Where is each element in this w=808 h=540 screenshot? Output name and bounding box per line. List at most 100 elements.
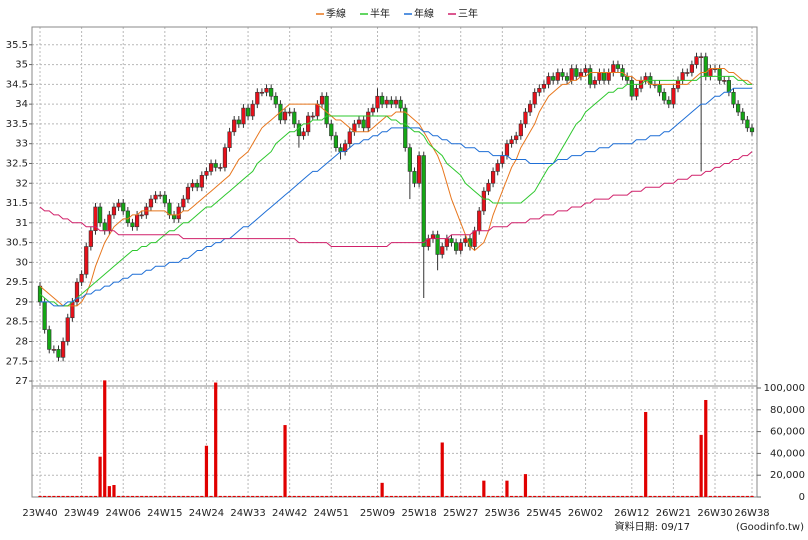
ma-line (39, 68, 753, 307)
volume-bar (140, 495, 144, 497)
volume-bar (644, 411, 648, 497)
candle-body (393, 99, 399, 105)
candle-body (107, 214, 112, 232)
candle-body (731, 91, 736, 105)
volume-bar (718, 495, 722, 497)
candle-body (509, 139, 514, 144)
candle-body (615, 64, 621, 69)
candle-body (472, 230, 477, 247)
x-tick-label: 24W42 (272, 508, 307, 519)
volume-bar (593, 495, 597, 497)
volume-bar (93, 495, 98, 497)
volume-bar (736, 495, 740, 497)
volume-bar (611, 495, 615, 497)
volume-bar (278, 495, 283, 497)
volume-bar (722, 495, 726, 497)
x-tick-label: 26W30 (697, 508, 732, 519)
volume-bar (546, 495, 551, 497)
candle-body (680, 72, 685, 81)
candle-body (592, 80, 597, 85)
candle-body (643, 76, 648, 81)
candle-body (56, 349, 61, 358)
x-tick-label: 25W18 (401, 508, 436, 519)
x-tick-label: 26W21 (656, 508, 691, 519)
candle-body (213, 163, 218, 168)
volume-bar (107, 486, 111, 497)
candle-body (361, 119, 366, 129)
candle-body (384, 99, 389, 105)
volume-bar (482, 480, 486, 497)
volume-bar (685, 495, 689, 497)
candle-body (671, 88, 676, 105)
candle-body (666, 99, 671, 105)
volume-bar (116, 495, 121, 497)
volume-bar (745, 495, 749, 497)
candle-body (61, 341, 66, 358)
candle-body (153, 194, 158, 200)
candle-body (736, 103, 741, 113)
x-tick-label: 23W49 (64, 508, 99, 519)
volume-bar (694, 495, 699, 497)
volume-tick-label: 0 (799, 492, 805, 503)
volume-bar (338, 495, 343, 497)
volume-bar (440, 442, 444, 497)
y-tick-label: 31 (15, 218, 28, 229)
volume-bar (667, 495, 671, 497)
volume-bar (283, 425, 287, 497)
candle-body (171, 214, 177, 220)
volume-bar (607, 495, 611, 497)
y-tick-label: 32 (15, 178, 28, 189)
y-tick-label: 34 (15, 99, 28, 110)
candle-body (116, 202, 121, 208)
volume-bar (172, 495, 176, 497)
volume-bar (89, 495, 93, 497)
x-tick-label: 23W40 (22, 508, 57, 519)
y-tick-label: 30 (15, 257, 28, 268)
candle-body (463, 238, 468, 243)
volume-bar (551, 495, 555, 497)
y-tick-label: 34.5 (6, 79, 28, 90)
x-tick-label: 25W27 (443, 508, 478, 519)
volume-bar (204, 445, 209, 497)
volume-bar (343, 495, 347, 497)
volume-bar (301, 495, 306, 497)
candle-body (518, 123, 523, 137)
candle-body (134, 214, 140, 228)
volume-bar (348, 495, 352, 497)
candle-body (269, 88, 274, 97)
candle-body (527, 103, 533, 113)
legend-label: 季線 (326, 7, 346, 20)
candle-body (454, 242, 459, 251)
candle-body (292, 111, 297, 125)
candle-body (717, 68, 722, 81)
candle-body (514, 135, 519, 141)
candle-body (93, 206, 98, 232)
volume-bar (306, 495, 310, 497)
volume-bar (468, 495, 472, 497)
ma-line (40, 87, 752, 307)
candle-body (47, 329, 52, 350)
volume-bar (699, 434, 703, 497)
volume-bar (708, 495, 712, 497)
volume-bar (634, 495, 639, 497)
volume-bar (486, 495, 491, 497)
candle-body (190, 182, 195, 188)
volume-bar (163, 495, 167, 497)
volume-bar (186, 495, 190, 497)
candle-body (662, 91, 667, 101)
candle-body (703, 56, 708, 77)
x-tick-label: 26W38 (734, 508, 769, 519)
volume-bar (399, 495, 403, 497)
candle-body (657, 84, 662, 93)
volume-bar (662, 495, 666, 497)
volume-tick-label: 40,000 (770, 448, 805, 459)
volume-bar (218, 495, 222, 497)
volume-bar (38, 495, 42, 497)
volume-bar (371, 495, 375, 497)
volume-bar (167, 495, 172, 497)
volume-bar (519, 495, 523, 497)
volume-bar (620, 495, 625, 497)
candle-body (121, 202, 126, 212)
candle-body (88, 230, 93, 247)
candle-body (356, 119, 362, 125)
